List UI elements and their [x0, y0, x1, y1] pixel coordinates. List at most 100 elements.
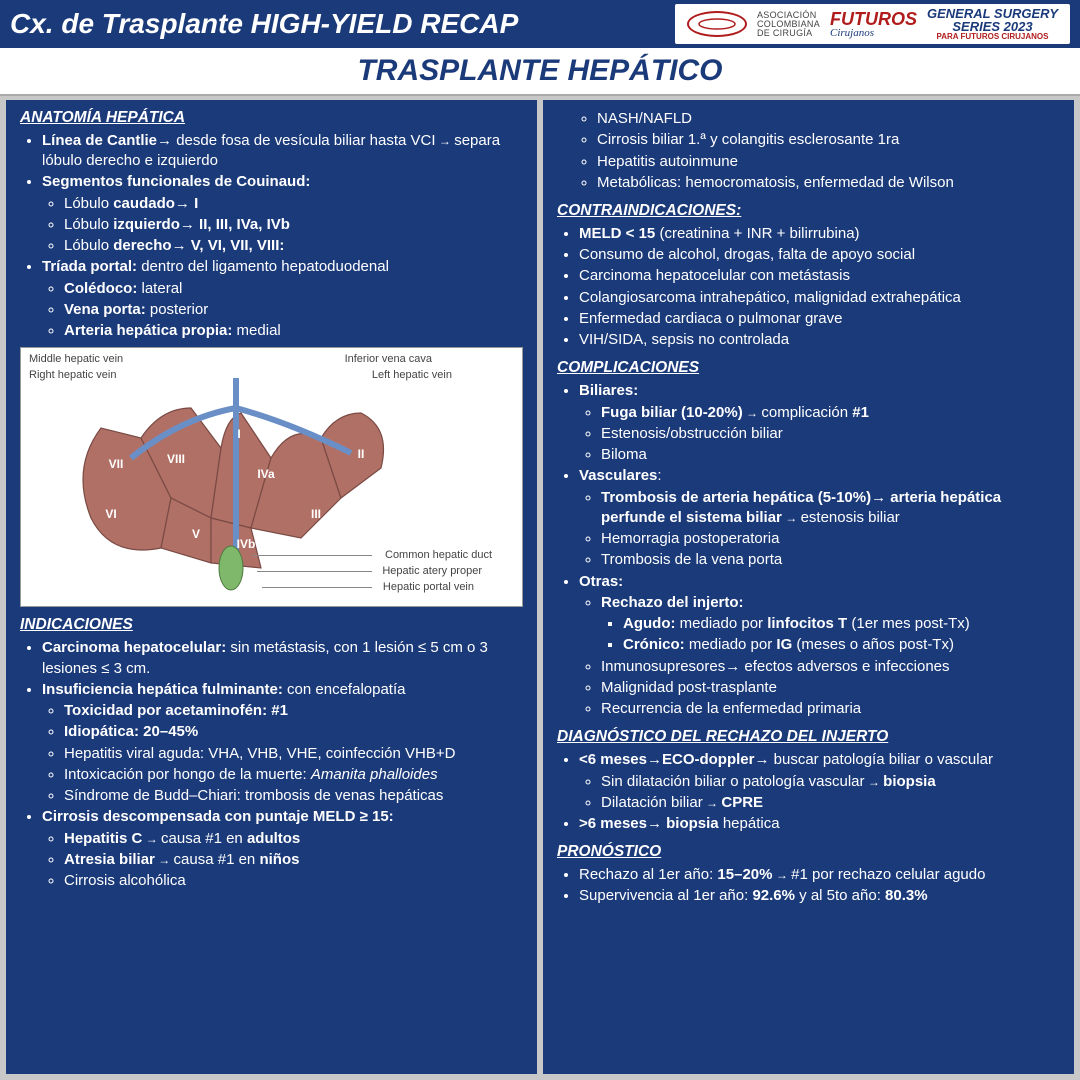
heading-diagnosis: DIAGNÓSTICO DEL RECHAZO DEL INJERTO [557, 727, 1060, 748]
section-title: TRASPLANTE HEPÁTICO [0, 48, 1080, 96]
text: Dilatación biliar [601, 794, 703, 811]
text: Agudo: [623, 615, 675, 632]
list-item: <6 meses→ECO-doppler→ buscar patología b… [579, 750, 1060, 813]
text: >6 meses→ biopsia [579, 815, 719, 832]
text: <6 meses→ECO-doppler→ [579, 751, 769, 768]
text: Supervivencia al 1er año: [579, 887, 752, 904]
text: caudado→ I [113, 195, 198, 212]
arrow-icon [142, 830, 161, 847]
list-item: Biliares: Fuga biliar (10-20%) complicac… [579, 381, 1060, 465]
list-item: Síndrome de Budd–Chiari: trombosis de ve… [64, 786, 523, 806]
heading-anatomy: ANATOMÍA HEPÁTICA [20, 108, 523, 129]
heading-indications: INDICACIONES [20, 615, 523, 636]
svg-text:IVa: IVa [257, 467, 275, 481]
list-item: NASH/NAFLD [597, 109, 1060, 129]
svg-text:VIII: VIII [167, 452, 185, 466]
list-item: Hepatitis viral aguda: VHA, VHB, VHE, co… [64, 744, 523, 764]
futuros-logo: FUTUROS Cirujanos [830, 10, 917, 39]
svg-text:V: V [192, 527, 200, 541]
assoc-logo-icon [687, 11, 747, 37]
list-item: Supervivencia al 1er año: 92.6% y al 5to… [579, 886, 1060, 906]
text: mediado por [675, 615, 767, 632]
text: Amanita phalloides [311, 766, 438, 783]
list-item: Vasculares: Trombosis de arteria hepátic… [579, 466, 1060, 570]
list-item: Arteria hepática propia: medial [64, 321, 523, 341]
list-item: Rechazo al 1er año: 15–20% #1 por rechaz… [579, 865, 1060, 885]
list-item: Cirrosis biliar 1.ª y colangitis esclero… [597, 130, 1060, 150]
text: Intoxicación por hongo de la muerte: [64, 766, 311, 783]
list-item: MELD < 15 (creatinina + INR + bilirrubin… [579, 224, 1060, 244]
text: derecho→ V, VI, VII, VIII: [113, 237, 284, 254]
diagram-label: Right hepatic vein [29, 368, 116, 383]
content-columns: ANATOMÍA HEPÁTICA Línea de Cantlie→ desd… [0, 96, 1080, 1080]
text: estenosis biliar [801, 509, 900, 526]
text: izquierdo→ II, III, IVa, IVb [113, 216, 290, 233]
text: Segmentos funcionales de Couinaud: [42, 173, 310, 190]
text: 92.6% [752, 887, 795, 904]
text: Lóbulo [64, 237, 113, 254]
arrow-icon [772, 866, 791, 883]
heading-prognosis: PRONÓSTICO [557, 842, 1060, 863]
page: Cx. de Trasplante HIGH-YIELD RECAP ASOCI… [0, 0, 1080, 1080]
series-line3: PARA FUTUROS CIRUJANOS [936, 33, 1048, 41]
text: Línea de Cantlie→ [42, 132, 172, 149]
text: 80.3% [885, 887, 928, 904]
text: Cirrosis descompensada con puntaje MELD … [42, 808, 394, 825]
list-item: Lóbulo derecho→ V, VI, VII, VIII: [64, 236, 523, 256]
svg-text:I: I [237, 427, 240, 441]
arrow-icon [865, 773, 884, 790]
text: (meses o años post-Tx) [792, 636, 954, 653]
list-item: Intoxicación por hongo de la muerte: Ama… [64, 765, 523, 785]
list-item: Biloma [601, 445, 1060, 465]
text: con encefalopatía [283, 681, 406, 698]
text: Rechazo al 1er año: [579, 866, 717, 883]
svg-text:VI: VI [105, 507, 116, 521]
diagram-label: Middle hepatic vein [29, 352, 123, 367]
list-item: Carcinoma hepatocelular con metástasis [579, 266, 1060, 286]
text: Crónico: [623, 636, 685, 653]
text: buscar patología biliar o vascular [769, 751, 992, 768]
topbar: Cx. de Trasplante HIGH-YIELD RECAP ASOCI… [0, 0, 1080, 48]
list-item: Línea de Cantlie→ desde fosa de vesícula… [42, 131, 523, 172]
list-item: Idiopática: 20–45% [64, 722, 523, 742]
text: Lóbulo [64, 216, 113, 233]
text: Biliares: [579, 382, 638, 399]
text: causa #1 en [174, 851, 260, 868]
list-item: Insuficiencia hepática fulminante: con e… [42, 680, 523, 807]
text: 15–20% [717, 866, 772, 883]
list-item: Fuga biliar (10-20%) complicación #1 [601, 403, 1060, 423]
text: Insuficiencia hepática fulminante: [42, 681, 283, 698]
svg-text:VII: VII [109, 457, 124, 471]
list-item: Colédoco: lateral [64, 279, 523, 299]
text: Tríada portal: [42, 258, 137, 275]
text: biopsia [883, 773, 936, 790]
text: Vasculares [579, 467, 657, 484]
text: (creatinina + INR + bilirrubina) [655, 225, 859, 242]
series-logo: GENERAL SURGERY SERIES 2023 PARA FUTUROS… [927, 7, 1058, 41]
liver-diagram: VI VII VIII V I IVa IVb II III Middle he… [20, 347, 523, 607]
list-item: Tríada portal: dentro del ligamento hepa… [42, 257, 523, 341]
list-item: Inmunosupresores→ efectos adversos e inf… [601, 657, 1060, 677]
text: Toxicidad por acetaminofén: #1 [64, 702, 288, 719]
list-item: Estenosis/obstrucción biliar [601, 424, 1060, 444]
logo-strip: ASOCIACIÓN COLOMBIANA DE CIRUGÍA FUTUROS… [675, 4, 1070, 44]
heading-contraindications: CONTRAINDICACIONES: [557, 201, 1060, 222]
text: #1 [852, 404, 869, 421]
text: desde fosa de vesícula biliar hasta VCI [172, 132, 435, 149]
arrow-icon [743, 404, 762, 421]
arrow-icon [703, 794, 722, 811]
text: Atresia biliar [64, 851, 155, 868]
list-item: Hemorragia postoperatoria [601, 529, 1060, 549]
arrow-icon [782, 509, 801, 526]
svg-text:III: III [311, 507, 321, 521]
text: #1 por rechazo celular agudo [791, 866, 985, 883]
list-item: Segmentos funcionales de Couinaud: Lóbul… [42, 172, 523, 256]
diagram-label: Common hepatic duct [385, 548, 492, 563]
list-item: Agudo: mediado por linfocitos T (1er mes… [623, 614, 1060, 634]
text: Arteria hepática propia: [64, 322, 232, 339]
list-item: Malignidad post-trasplante [601, 678, 1060, 698]
diagram-label: Hepatic atery proper [382, 564, 482, 579]
text: Otras: [579, 573, 623, 590]
text: niños [259, 851, 299, 868]
text: MELD < 15 [579, 225, 655, 242]
